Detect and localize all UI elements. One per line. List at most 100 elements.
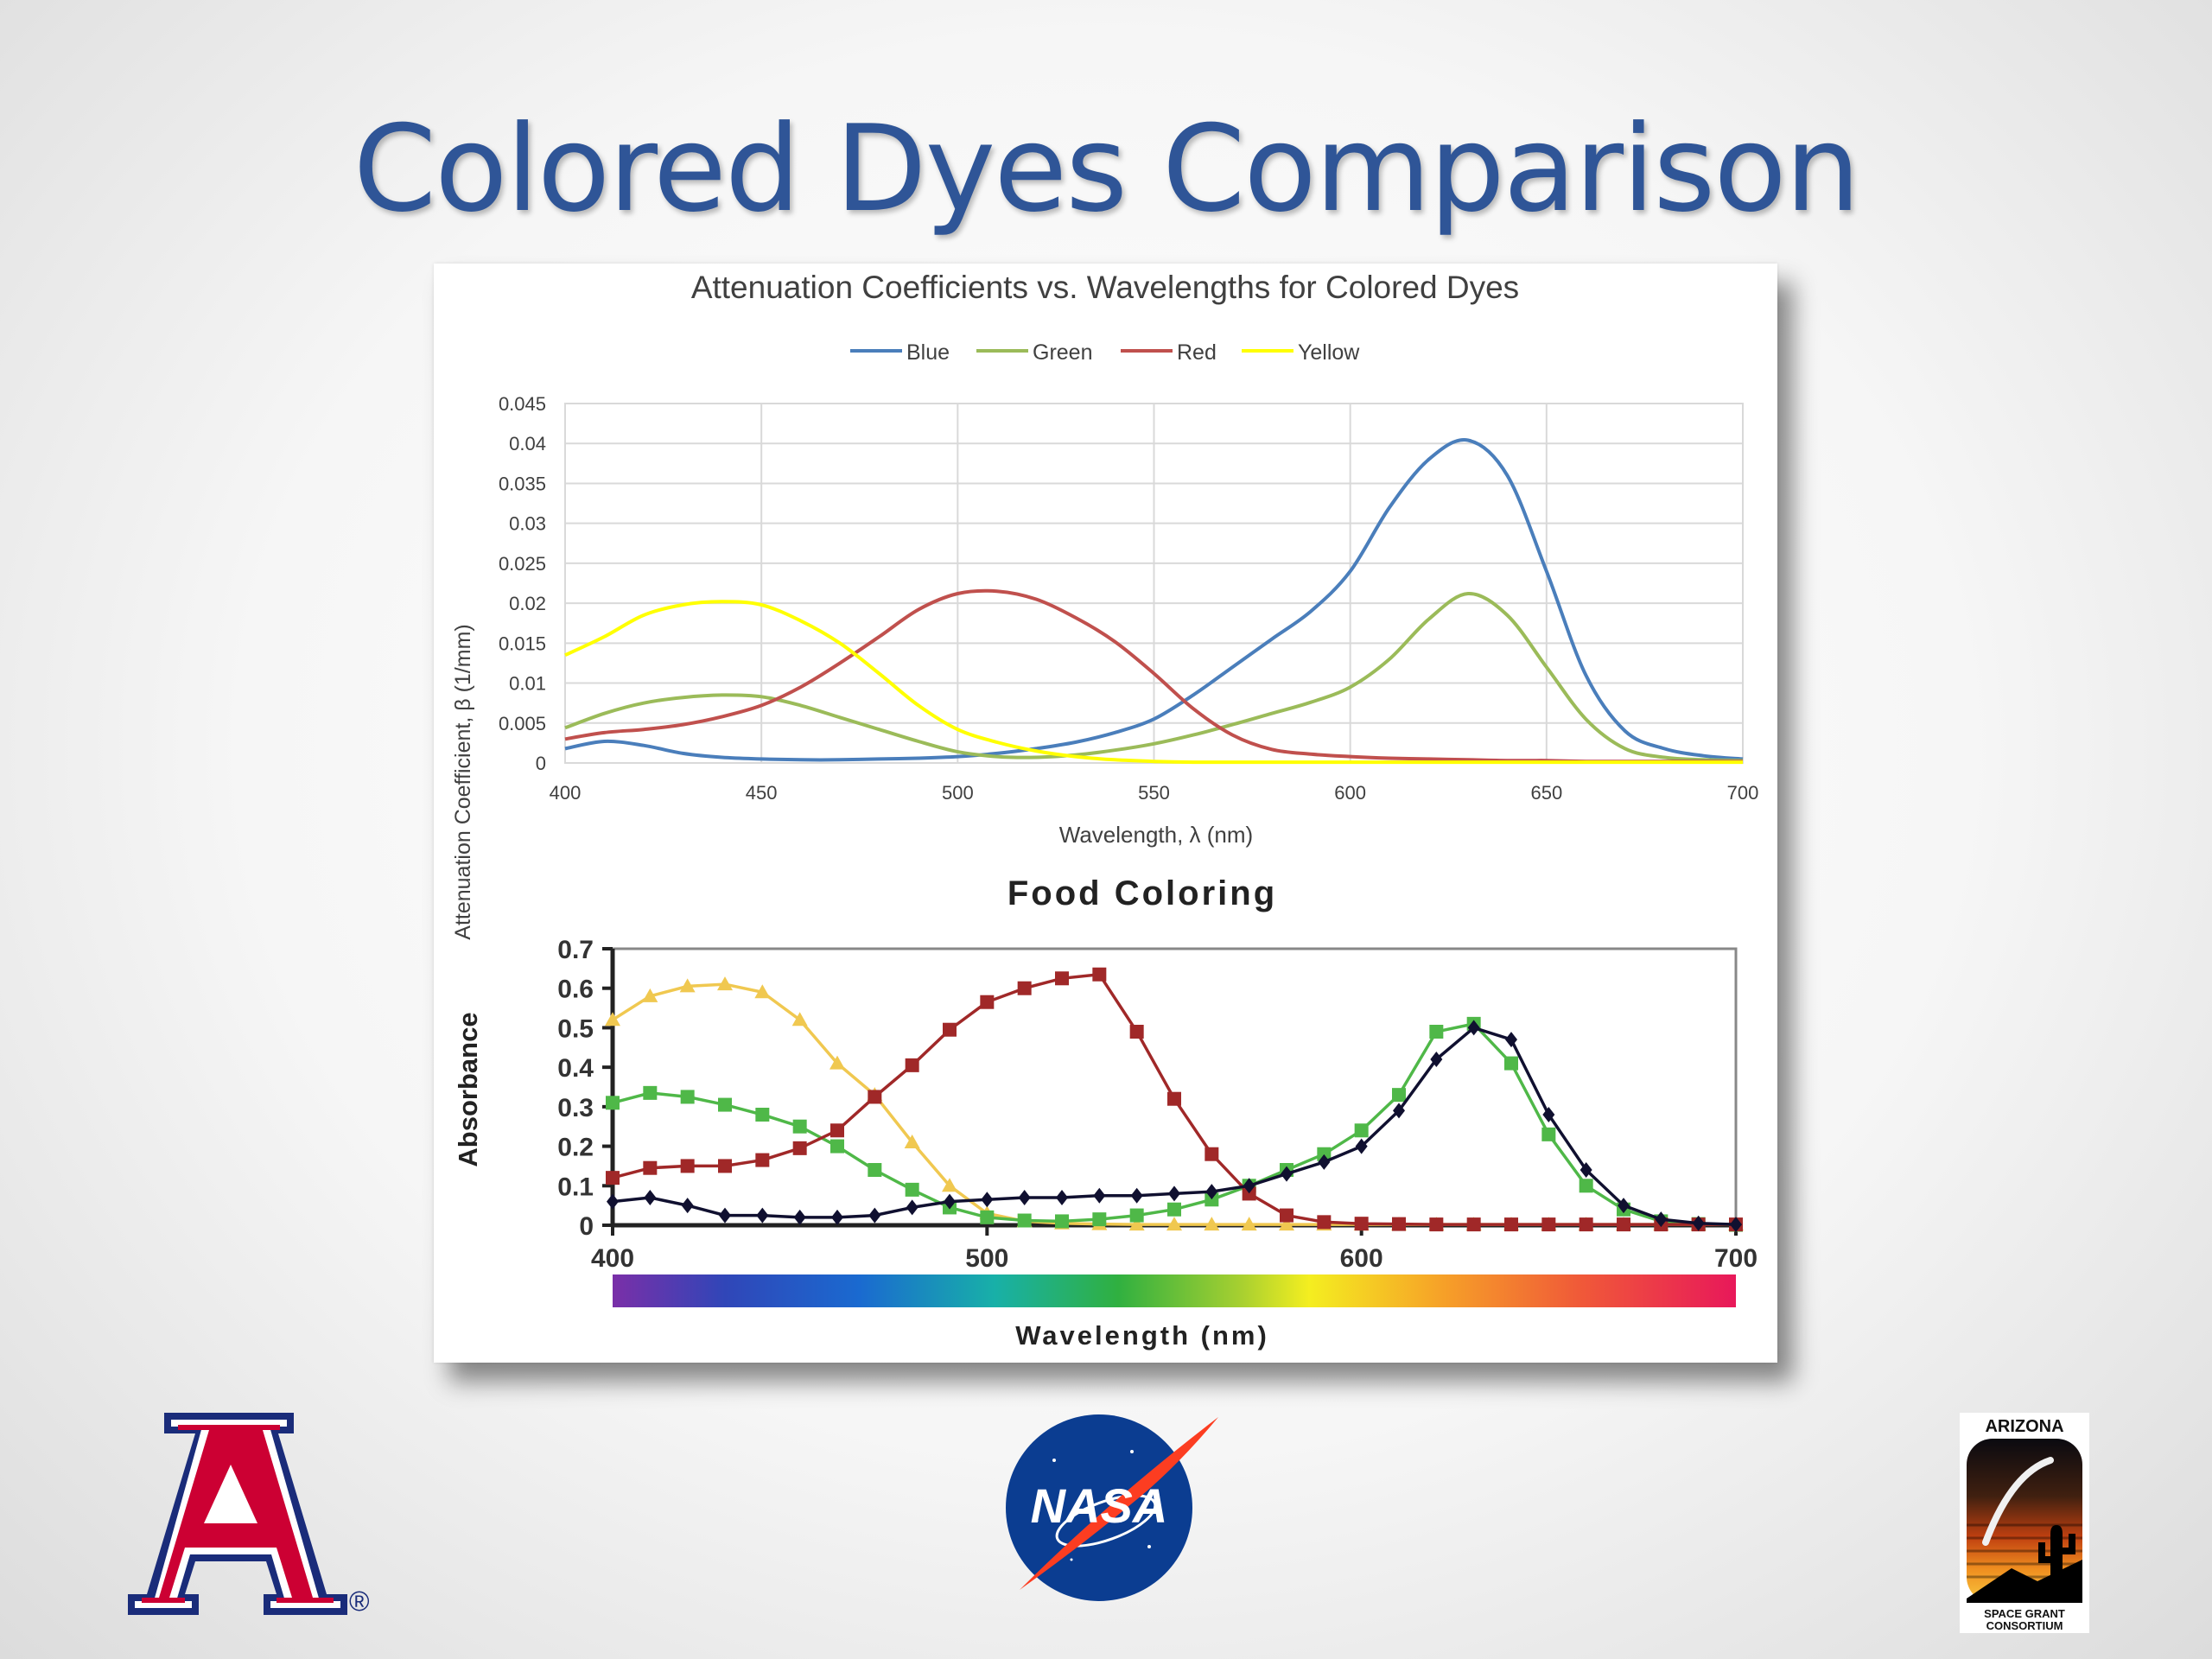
chart2-x-tick-label: 700: [1714, 1244, 1758, 1273]
chart2-red-point: [1092, 967, 1107, 982]
university-of-arizona-logo: ®: [121, 1413, 380, 1620]
chart2-yellow-point: [1166, 1217, 1182, 1231]
asgc-bottom-text-1: SPACE GRANT: [1984, 1607, 2065, 1620]
chart1-plot-area: 0 0.005 0.01 0.015 0.02 0.025 0.03 0.035 0.04 0.0…: [499, 393, 1758, 804]
chart2-red-point: [680, 1159, 695, 1173]
slide-title: Colored Dyes Comparison: [353, 99, 1860, 238]
chart2-black-point: [1056, 1190, 1068, 1205]
chart2-green-point: [792, 1119, 807, 1134]
chart2-black-point: [1580, 1162, 1592, 1178]
chart1-x-tick-label: 400: [550, 782, 582, 804]
chart2-green-point: [1429, 1025, 1444, 1039]
chart2-green-point: [718, 1097, 732, 1112]
chart2-green-point: [1129, 1208, 1144, 1223]
chart2-green-point: [1541, 1127, 1556, 1141]
chart1-x-tick-label: 500: [942, 782, 974, 804]
chart2-yellow-point: [754, 984, 771, 999]
chart2-yellow-point: [717, 976, 733, 991]
chart2-black-point: [1467, 1020, 1480, 1036]
chart2-green-point: [1392, 1088, 1406, 1103]
chart2-red-point: [1504, 1217, 1518, 1232]
chart2-red-point: [1392, 1217, 1406, 1231]
chart2-black-point: [1130, 1187, 1143, 1204]
charts-svg: Attenuation Coefficients vs. Wavelengths…: [451, 270, 1758, 1351]
chart2-black-point: [1542, 1107, 1555, 1122]
chart2-black-point: [1730, 1217, 1742, 1233]
chart2-y-axis-label: Absorbance: [453, 1012, 483, 1166]
chart2-black-point: [719, 1207, 731, 1224]
chart2-plot-area: 0 0.1 0.2 0.3 0.4 0.5 0.6 0.7 400 500 600 700: [557, 936, 1758, 1273]
chart2-yellow-point: [1204, 1217, 1220, 1231]
arizona-space-grant-logo: ARIZONA SPACE GRANT CONSORTIUM: [1960, 1413, 2089, 1633]
chart2-red-point: [1167, 1091, 1181, 1106]
legend-label-green: Green: [1033, 340, 1092, 365]
chart2-black-point: [1281, 1166, 1293, 1182]
chart2-yellow-point: [830, 1055, 845, 1070]
chart1-y-tick-label: 0.025: [499, 553, 546, 575]
chart2-green-point: [606, 1096, 620, 1110]
chart2-red-point: [1317, 1215, 1332, 1230]
chart1-y-tick-label: 0.035: [499, 473, 546, 494]
chart2-yellow-point: [942, 1178, 957, 1192]
chart2-red-point: [943, 1022, 957, 1037]
chart2-black-point: [1355, 1138, 1368, 1154]
chart1-y-tick-label: 0: [536, 753, 546, 774]
chart1-x-tick-label: 650: [1530, 782, 1562, 804]
chart2-black-point: [756, 1207, 769, 1224]
block-a-icon: [128, 1413, 347, 1615]
chart2-y-tick-label: 0.5: [557, 1014, 594, 1043]
chart1-x-tick-label: 600: [1334, 782, 1366, 804]
chart2-red-point: [1017, 981, 1032, 995]
chart1-title: Attenuation Coefficients vs. Wavelengths…: [691, 270, 1519, 305]
chart1-series-green-line: [564, 591, 1744, 763]
chart2-black-point: [1692, 1215, 1705, 1231]
chart2-green-point: [1579, 1179, 1593, 1193]
space-grant-badge-icon: ARIZONA SPACE GRANT CONSORTIUM: [1960, 1413, 2089, 1633]
chart2-black-point: [981, 1192, 994, 1208]
chart1-series-blue-line: [564, 438, 1744, 762]
chart2-black-point: [644, 1190, 657, 1205]
chart2-red-point: [1466, 1217, 1481, 1232]
chart2-green-point: [1167, 1202, 1181, 1217]
chart2-title: Food Coloring: [1007, 874, 1277, 912]
chart2-red-point: [905, 1058, 919, 1072]
chart2-red-point: [1617, 1217, 1630, 1232]
chart2-x-axis-label: Wavelength (nm): [1015, 1320, 1269, 1351]
chart2-y-tick-label: 0.3: [557, 1094, 594, 1122]
chart2-y-tick-label: 0.4: [557, 1054, 594, 1083]
chart1-x-tick-label: 700: [1727, 782, 1759, 804]
chart2-green-point: [1092, 1212, 1107, 1227]
chart2-red-point: [980, 995, 995, 1009]
chart2-y-tick-label: 0.2: [557, 1134, 594, 1162]
chart2-green-point: [830, 1139, 844, 1154]
chart1-legend: Blue Green Red Yellow: [850, 340, 1360, 365]
chart2-green-point: [1055, 1214, 1069, 1229]
chart2-black-point: [607, 1193, 619, 1210]
chart1-y-tick-label: 0.005: [499, 713, 546, 734]
chart2-red-point: [1055, 971, 1069, 986]
chart2-red-point: [1129, 1025, 1144, 1039]
chart2-y-tick-label: 0.1: [557, 1173, 594, 1201]
chart2-red-point: [755, 1153, 770, 1167]
legend-item-green: Green: [976, 340, 1092, 365]
nasa-wordmark: NASA: [1031, 1478, 1168, 1533]
chart2-yellow-point: [904, 1135, 920, 1148]
chart2-y-tick-label: 0.7: [557, 936, 594, 964]
chart2-black-point: [906, 1199, 918, 1216]
chart2-red-point: [1242, 1186, 1256, 1201]
chart2-green-point: [868, 1163, 882, 1177]
chart2-red-point: [643, 1160, 658, 1175]
wavelength-spectrum-bar: [613, 1274, 1736, 1307]
legend-label-yellow: Yellow: [1298, 340, 1360, 365]
chart2-red-point: [606, 1171, 620, 1185]
chart2-red-point: [1429, 1217, 1444, 1232]
chart1-x-axis-label: Wavelength, λ (nm): [1059, 822, 1253, 848]
chart2-red-point: [830, 1123, 844, 1138]
chart2-green-point: [680, 1090, 695, 1104]
nasa-meatball-icon: NASA: [1006, 1414, 1218, 1601]
chart2-black-point: [1618, 1198, 1630, 1214]
chart2-green-point: [980, 1210, 995, 1224]
legend-label-red: Red: [1177, 340, 1217, 365]
chart2-black-point: [944, 1193, 956, 1210]
chart1-x-tick-label: 450: [746, 782, 778, 804]
